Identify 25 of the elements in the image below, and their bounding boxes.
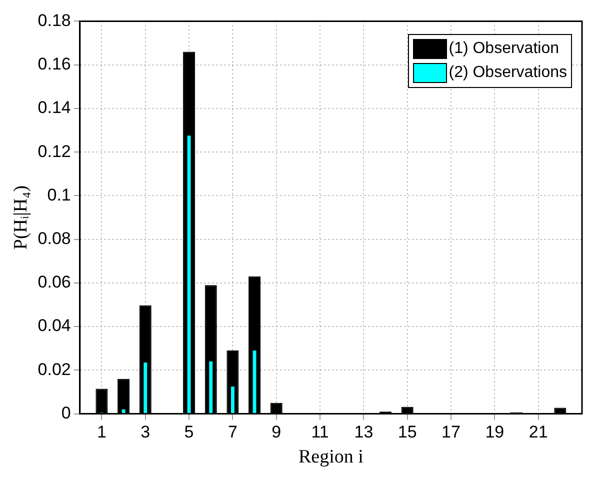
x-tick-label: 19: [485, 422, 504, 442]
x-tick-label: 5: [184, 422, 194, 442]
x-axis-title: Region i: [298, 446, 364, 468]
y-tick-label: 0.08: [38, 229, 71, 248]
y-tick-label: 0.1: [47, 185, 71, 204]
y-tick-label: 0.14: [38, 98, 71, 118]
x-tick-label: 13: [354, 422, 374, 442]
x-tick-label: 7: [228, 422, 238, 442]
x-tick-label: 9: [272, 422, 282, 442]
y-tick-label: 0.12: [38, 142, 71, 161]
x-tick-label: 11: [311, 422, 329, 442]
x-tick-label: 1: [96, 422, 106, 442]
x-tick-label: 15: [398, 422, 417, 442]
y-tick-label: 0.04: [38, 316, 71, 336]
legend-label: (1) Observation: [448, 39, 559, 59]
y-tick-label: 0: [61, 403, 71, 422]
x-tick-label: 17: [442, 422, 460, 442]
y-tick-label: 0.06: [38, 272, 71, 292]
legend-label: (2) Observations: [448, 63, 567, 83]
y-tick-label: 0.18: [38, 10, 71, 30]
y-tick-label: 0.16: [38, 54, 71, 74]
x-tick-label: 3: [140, 422, 150, 442]
y-tick-label: 0.02: [38, 360, 71, 379]
x-tick-label: 21: [528, 422, 548, 442]
y-axis-title: P(Hᵢ|H₄): [10, 185, 32, 250]
